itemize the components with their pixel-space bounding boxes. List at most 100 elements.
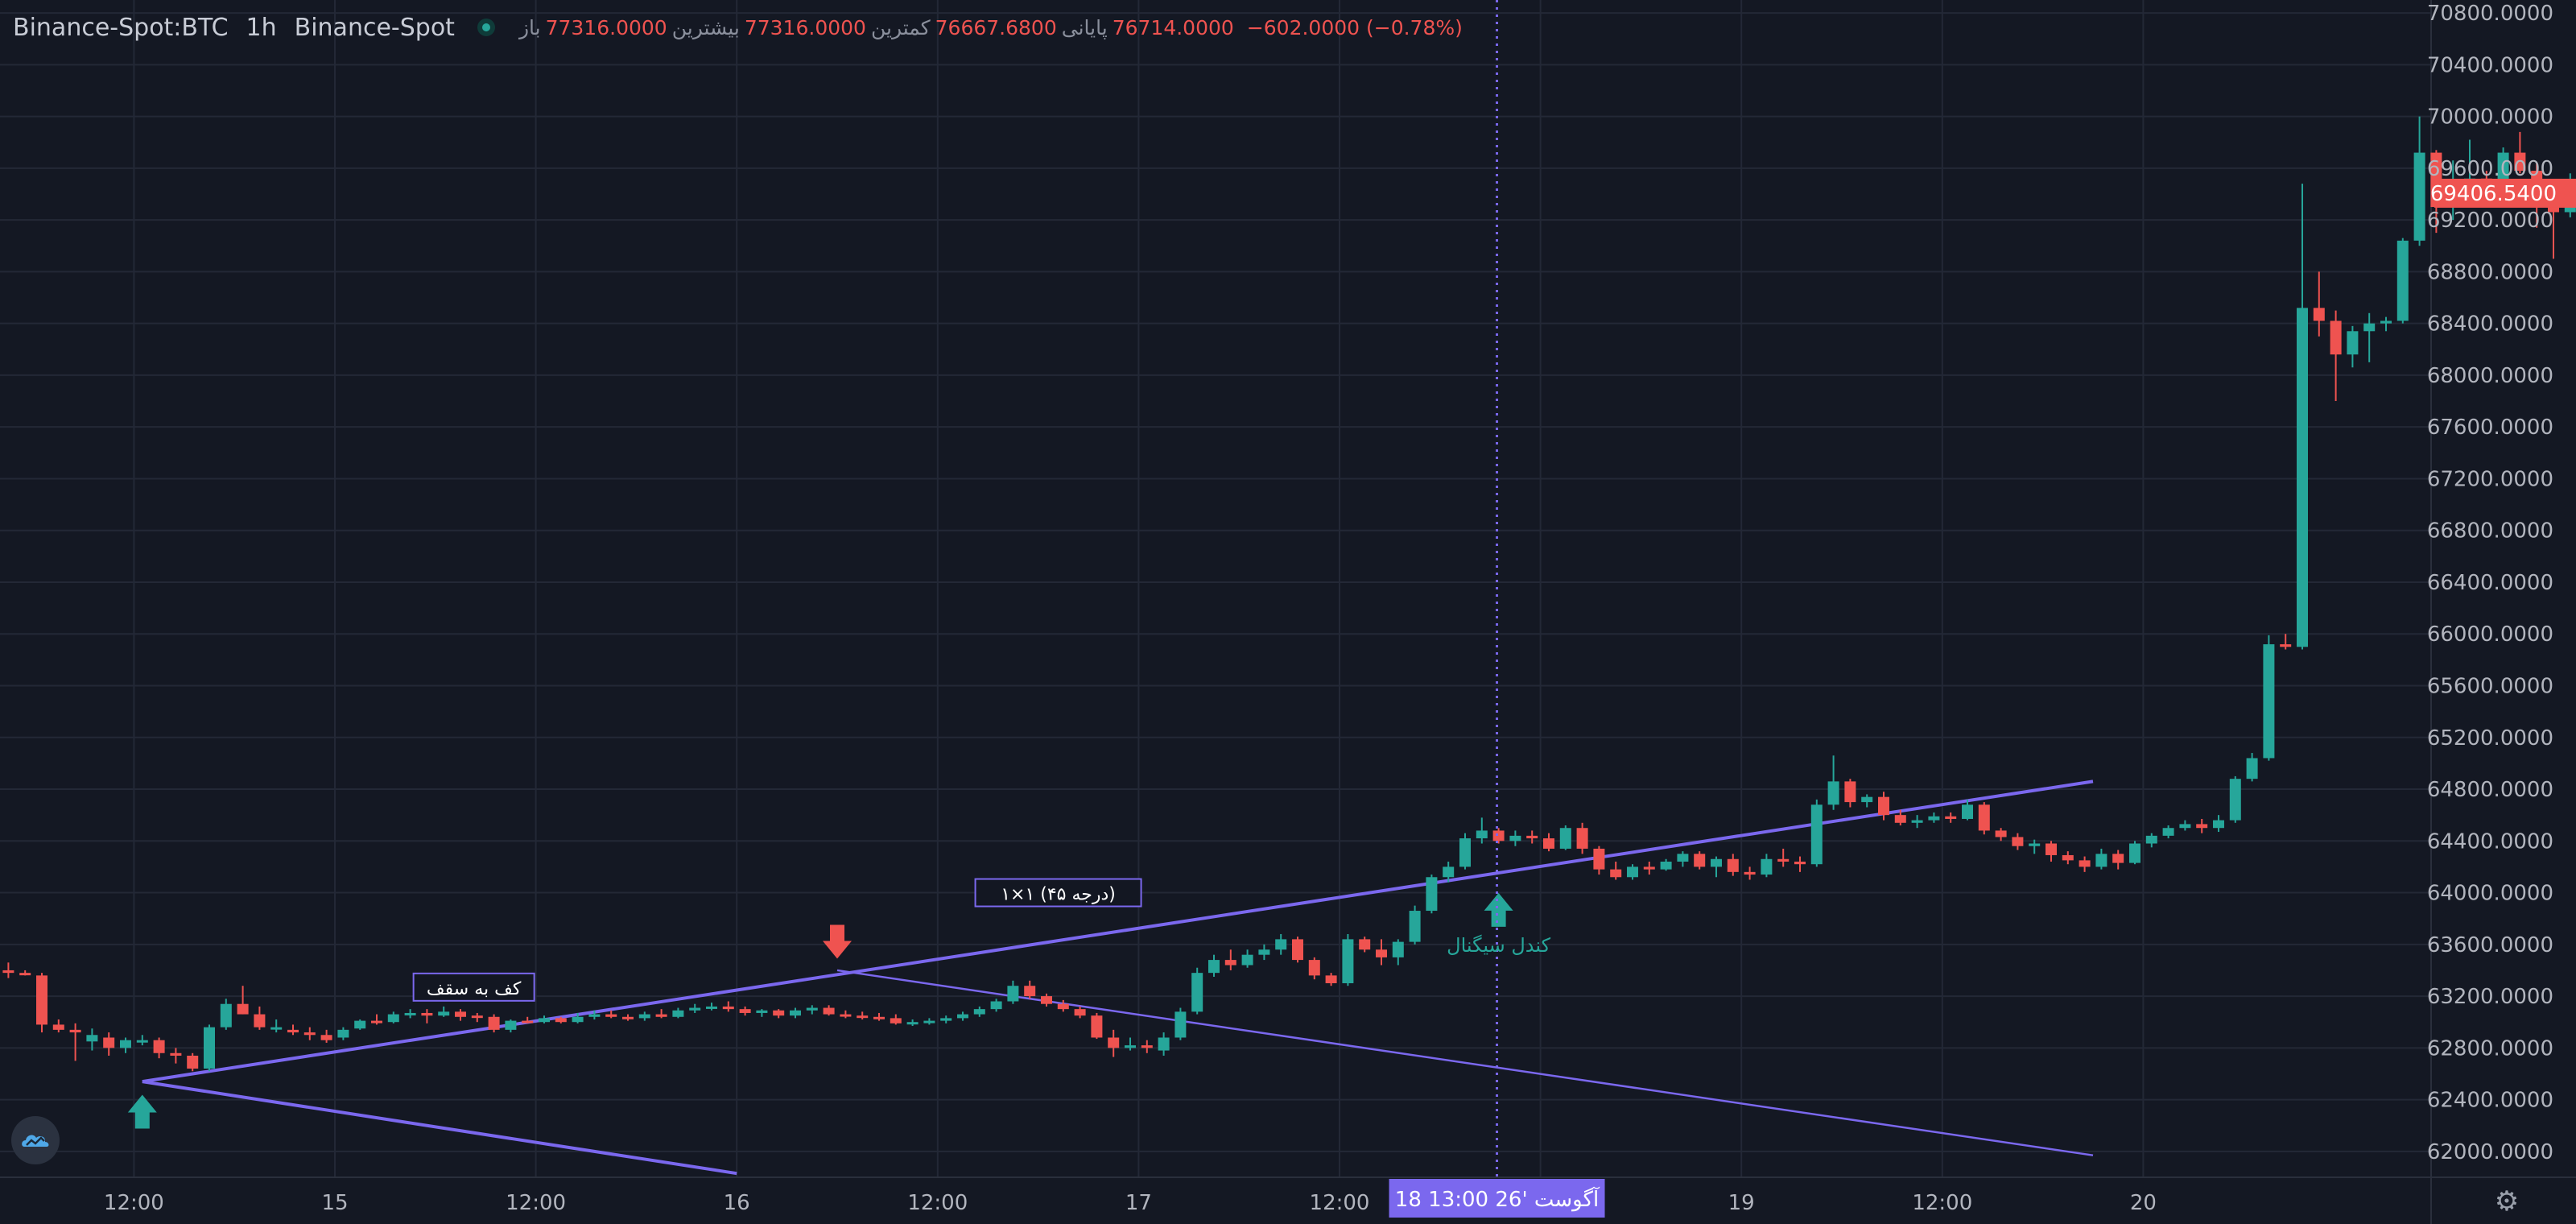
candle-body (2396, 240, 2409, 321)
price-tick-label: 63600.0000 (2427, 933, 2553, 957)
candle-body (2380, 320, 2392, 324)
candle (1861, 794, 1873, 808)
candle-body (19, 973, 31, 976)
candle (957, 1011, 968, 1021)
symbol-label[interactable]: Binance-Spot:BTC (13, 13, 229, 42)
candle-body (572, 1016, 584, 1023)
1x1-45-degree-line[interactable] (142, 779, 2094, 1084)
candle-body (1928, 816, 1940, 821)
candle-body (1827, 781, 1839, 805)
sell-arrow-icon (823, 924, 852, 959)
open-value: 77316.0000 (545, 15, 667, 39)
change-value: −602.0000 (−0.78%) (1246, 15, 1463, 39)
annotation-text: کندل سیگنال (1447, 934, 1551, 957)
buy-arrow-icon (1484, 892, 1513, 927)
candle (1727, 854, 1739, 876)
candle-body (1476, 830, 1488, 839)
current-price-label: 69406.5400 (2430, 178, 2576, 208)
candle-body (1359, 939, 1371, 950)
candle-body (2413, 152, 2425, 241)
candle-body (2012, 837, 2024, 846)
candle (1928, 812, 1940, 823)
candle (1827, 755, 1839, 810)
candle-body (103, 1037, 115, 1048)
candle-body (1727, 858, 1739, 872)
candle (2, 962, 14, 978)
candle-body (136, 1040, 148, 1043)
candle (1041, 993, 1052, 1007)
candle (1777, 848, 1790, 867)
candle (1091, 1012, 1103, 1040)
cloud-logo-icon[interactable] (11, 1116, 60, 1164)
candle-body (455, 1011, 466, 1017)
candle-body (773, 1010, 785, 1016)
candle (940, 1015, 952, 1023)
time-tick-label: 12:00 (1310, 1191, 1370, 1215)
annotation-text: کف به سقف (427, 979, 522, 999)
interval-label[interactable]: 1h (246, 13, 277, 42)
price-tick-label: 64400.0000 (2427, 829, 2553, 854)
candle (1761, 854, 1773, 878)
candle-body (2046, 843, 2057, 855)
candle-body (1492, 830, 1505, 842)
candle-body (722, 1006, 734, 1010)
current-price-bg (2434, 178, 2576, 208)
candle (1426, 875, 1438, 914)
candle-body (237, 1003, 249, 1015)
candle (204, 1024, 215, 1072)
price-axis[interactable]: 62000.0000 62400.0000 62800.0000 63200.0000… (2427, 2, 2576, 1164)
crosshair-time-label: 18 آگوست '26 13:00 (1389, 1179, 1605, 1218)
candle-body (2246, 758, 2258, 779)
candle (2046, 841, 2057, 862)
candle-body (906, 1022, 919, 1025)
candle-body (2347, 331, 2359, 355)
annotation-box (412, 972, 535, 1002)
lower-falling-line[interactable] (142, 1080, 737, 1176)
candle-body (1559, 828, 1571, 849)
candle (1911, 815, 1923, 829)
candle-body (1208, 960, 1220, 974)
candle (1492, 828, 1505, 844)
candle (19, 970, 31, 976)
candle-body (1945, 816, 1957, 819)
candle-body (1074, 1009, 1086, 1016)
candle-body (2129, 843, 2140, 863)
time-axis[interactable]: 12:001512:001612:001712:00181912:002018 … (104, 1179, 2157, 1218)
candle-body (1024, 986, 1036, 997)
candle-body (270, 1027, 283, 1030)
candle (2012, 833, 2024, 850)
candle (923, 1018, 935, 1025)
candle (438, 1006, 450, 1017)
candle (2347, 325, 2359, 368)
candle-body (739, 1009, 751, 1013)
gear-icon[interactable]: ⚙ (2494, 1185, 2520, 1218)
candle-body (940, 1018, 952, 1021)
candle-body (2062, 854, 2074, 861)
candle (739, 1006, 751, 1016)
candle (1141, 1040, 1153, 1053)
candle (1292, 937, 1303, 963)
high-value: 77316.0000 (744, 15, 866, 39)
candle (2263, 635, 2275, 761)
candle-body (2313, 308, 2325, 321)
candle (488, 1014, 500, 1033)
price-tick-label: 64800.0000 (2427, 778, 2553, 802)
candle-body (1810, 804, 1823, 865)
price-tick-label: 68800.0000 (2427, 260, 2553, 284)
price-tick-label: 62000.0000 (2427, 1140, 2553, 1164)
candle-body (1007, 986, 1019, 1002)
candle-body (1057, 1003, 1069, 1010)
candle (1476, 817, 1488, 844)
candle-body (1861, 796, 1873, 803)
time-tick-label: 15 (321, 1191, 348, 1215)
candle (1308, 957, 1320, 980)
time-tick-label: 12:00 (1912, 1191, 1972, 1215)
price-tick-label: 70400.0000 (2427, 53, 2553, 77)
candle-body (1275, 939, 1287, 950)
candle-body (655, 1014, 667, 1017)
candle (1794, 856, 1806, 872)
candle-body (120, 1040, 131, 1048)
candle (990, 999, 1002, 1012)
